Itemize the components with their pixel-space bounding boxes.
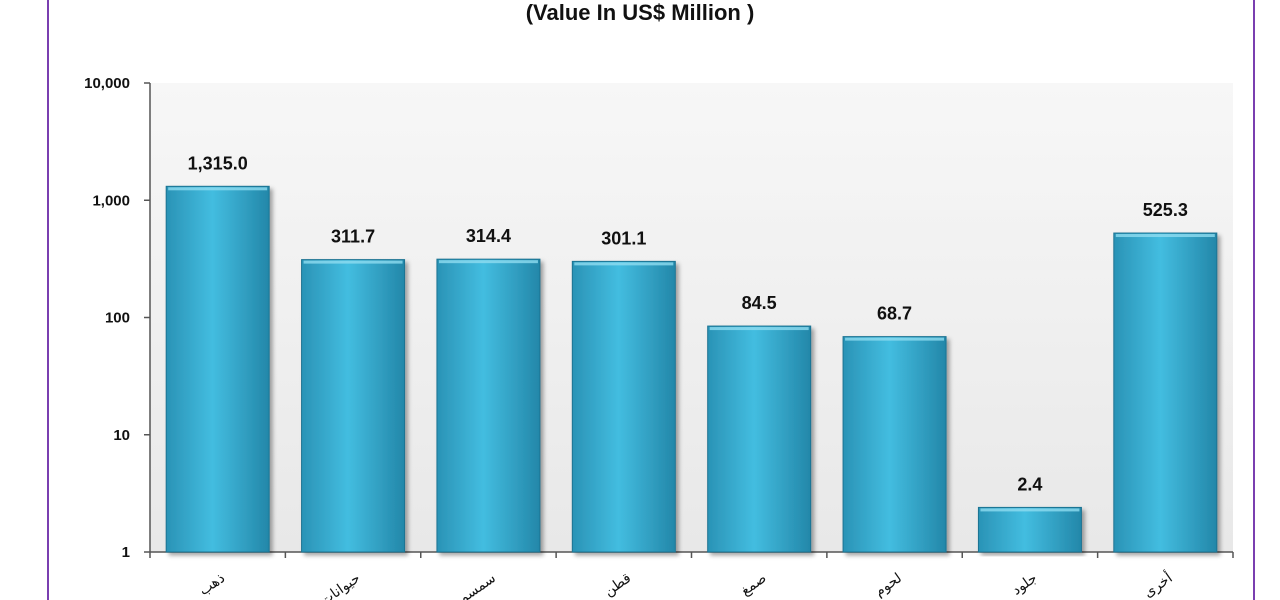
- data-label: 68.7: [877, 304, 912, 324]
- data-label: 314.4: [466, 226, 511, 246]
- bar-highlight: [574, 262, 674, 266]
- bar: [977, 506, 1082, 553]
- x-tick-label: سمسم: [455, 570, 498, 600]
- y-tick-label: 10: [113, 427, 130, 444]
- y-tick-label: 10,000: [84, 75, 130, 92]
- bar: [571, 260, 676, 553]
- x-tick-label: ذهب: [196, 570, 228, 599]
- bar: [436, 258, 541, 553]
- x-tick-label: حيوانات: [317, 570, 363, 600]
- bar: [1113, 232, 1218, 553]
- x-tick-label: قطن: [601, 570, 634, 600]
- frame-border-left: [47, 0, 49, 600]
- x-tick-label: صمغ: [738, 570, 770, 599]
- bar-highlight: [845, 337, 945, 341]
- frame-border-right: [1253, 0, 1255, 600]
- bar: [301, 259, 406, 553]
- data-label: 1,315.0: [188, 153, 248, 173]
- bar-highlight: [980, 508, 1080, 512]
- bar-highlight: [709, 327, 809, 331]
- bar-highlight: [438, 260, 538, 264]
- bar-highlight: [303, 260, 403, 264]
- y-tick-label: 1,000: [92, 192, 130, 209]
- bar: [842, 336, 947, 553]
- data-label: 84.5: [742, 293, 777, 313]
- data-label: 2.4: [1017, 474, 1042, 494]
- x-tick-label: أخرى: [1140, 568, 1176, 600]
- data-label: 301.1: [601, 228, 646, 248]
- data-label: 311.7: [331, 227, 375, 247]
- y-tick-label: 100: [105, 310, 130, 327]
- x-tick-label: لحوم: [872, 570, 905, 600]
- data-label: 525.3: [1143, 200, 1188, 220]
- bar: [165, 185, 270, 553]
- x-tick-label: جلود: [1009, 570, 1040, 598]
- y-tick-label: 1: [122, 544, 130, 561]
- bar: [707, 325, 812, 553]
- bar-highlight: [1115, 234, 1215, 238]
- chart-title: (Value In US$ Million ): [525, 0, 755, 25]
- bar-highlight: [168, 187, 268, 191]
